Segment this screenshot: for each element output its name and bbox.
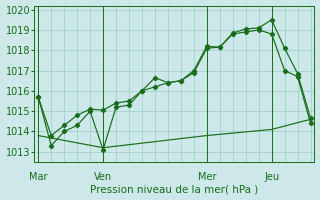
X-axis label: Pression niveau de la mer( hPa ): Pression niveau de la mer( hPa ) bbox=[90, 184, 259, 194]
